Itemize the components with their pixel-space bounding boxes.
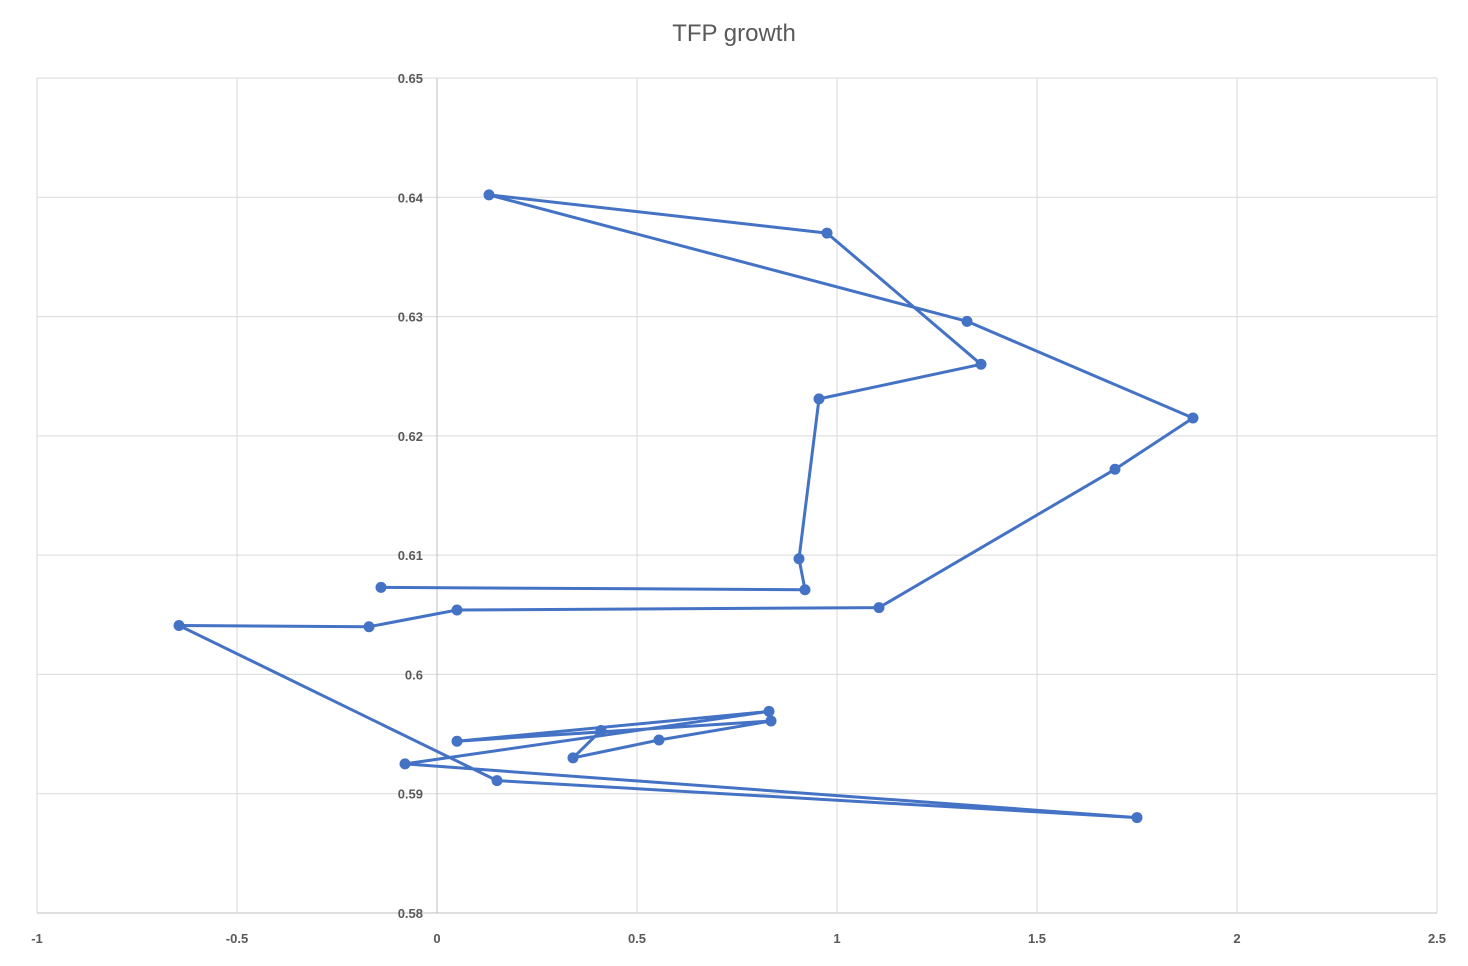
data-point <box>821 227 833 239</box>
series-layer <box>173 189 1199 824</box>
data-point <box>399 758 411 770</box>
x-tick-label: -0.5 <box>226 931 248 946</box>
x-tick-label: 0.5 <box>628 931 646 946</box>
y-axis-tick-labels: 0.58 0.59 0.6 0.61 0.62 0.63 0.64 0.65 <box>398 71 424 921</box>
data-point <box>1131 812 1143 824</box>
data-point <box>873 602 885 614</box>
data-point <box>363 621 375 633</box>
data-point <box>483 189 495 201</box>
data-point <box>451 604 463 616</box>
data-point <box>961 315 973 327</box>
data-point <box>375 581 387 593</box>
data-point <box>451 735 463 747</box>
data-point <box>793 553 805 565</box>
data-point <box>491 775 503 787</box>
y-tick-label: 0.59 <box>398 787 423 802</box>
data-point <box>799 584 811 596</box>
data-point <box>975 358 987 370</box>
data-point <box>763 705 775 717</box>
data-point <box>653 734 665 746</box>
y-tick-label: 0.64 <box>398 190 424 205</box>
data-point <box>173 620 185 632</box>
data-point <box>595 724 607 736</box>
data-point <box>813 393 825 405</box>
x-axis-tick-labels: -1 -0.5 0 0.5 1 1.5 2 2.5 <box>31 931 1446 946</box>
y-tick-label: 0.58 <box>398 906 423 921</box>
y-tick-label: 0.62 <box>398 429 423 444</box>
data-point <box>765 715 777 727</box>
x-tick-label: 1.5 <box>1028 931 1046 946</box>
y-tick-label: 0.61 <box>398 548 423 563</box>
x-tick-label: -1 <box>31 931 43 946</box>
data-point <box>567 752 579 764</box>
x-tick-label: 1 <box>833 931 840 946</box>
x-tick-label: 0 <box>433 931 440 946</box>
series-line <box>177 193 1195 820</box>
data-point <box>1109 463 1121 475</box>
data-point <box>1187 412 1199 424</box>
x-tick-label: 2.5 <box>1428 931 1446 946</box>
chart-title: TFP growth <box>672 20 796 47</box>
y-tick-label: 0.6 <box>405 667 423 682</box>
y-tick-label: 0.63 <box>398 310 423 325</box>
y-tick-label: 0.65 <box>398 71 423 86</box>
x-tick-label: 2 <box>1233 931 1240 946</box>
